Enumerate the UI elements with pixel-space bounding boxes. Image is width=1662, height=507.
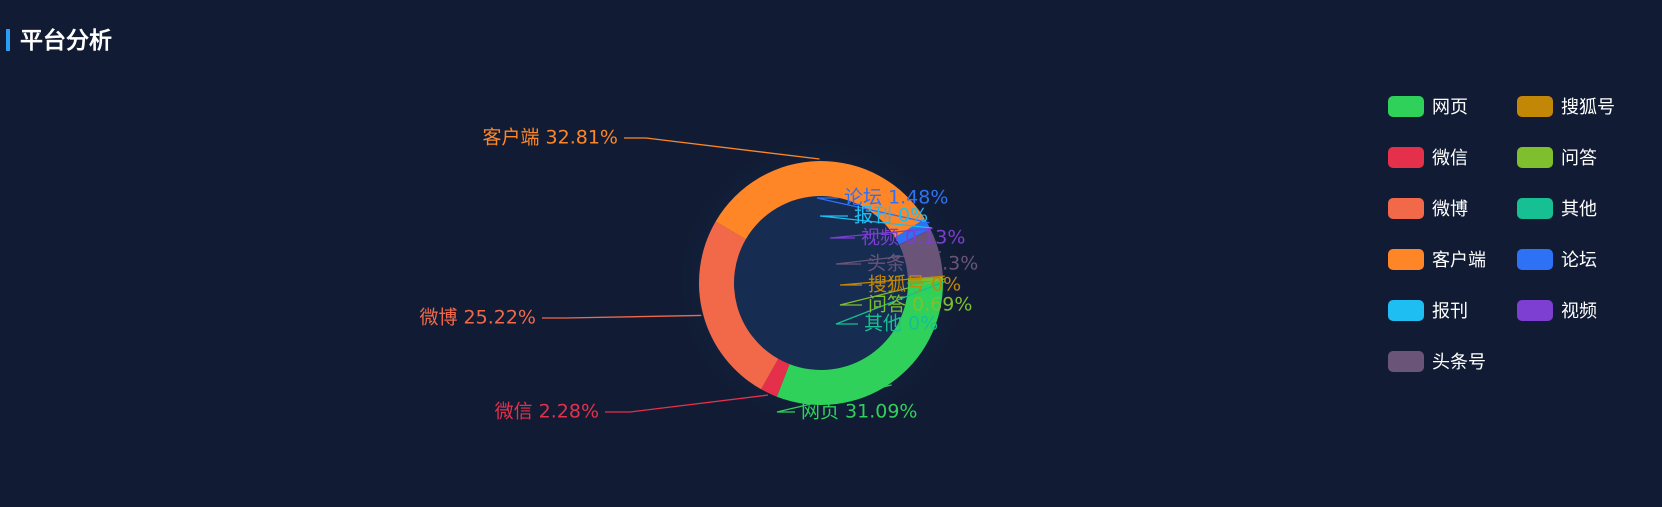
legend-swatch — [1517, 248, 1553, 270]
legend-label: 问答 — [1561, 148, 1597, 169]
legend-swatch — [1388, 248, 1424, 270]
legend-item[interactable]: 问答 — [1517, 144, 1646, 170]
legend-swatch — [1388, 95, 1424, 117]
chart-legend: 网页 搜狐号微信 问答微博 其他客户端 论坛报刊 视频头条号 — [1388, 93, 1646, 399]
legend-item[interactable]: 视频 — [1517, 297, 1646, 323]
legend-swatch — [1517, 299, 1553, 321]
legend-item[interactable]: 头条号 — [1388, 348, 1517, 374]
data-label-3: 微博 25.22% — [420, 307, 537, 329]
leader-line-10 — [839, 278, 946, 306]
legend-item[interactable]: 其他 — [1517, 195, 1646, 221]
leader-line-1 — [776, 384, 892, 413]
legend-item[interactable]: 搜狐号 — [1517, 93, 1646, 119]
donut-slice-5[interactable] — [895, 218, 931, 245]
legend-swatch — [1517, 197, 1553, 219]
leader-line-11 — [835, 280, 946, 325]
donut-slice-3[interactable] — [699, 221, 779, 390]
legend-label: 微信 — [1432, 148, 1468, 169]
donut-slice-1[interactable] — [776, 281, 943, 405]
leader-line-2 — [605, 394, 769, 413]
legend-label: 头条号 — [1432, 352, 1486, 373]
data-label-1: 网页 31.09% — [801, 401, 918, 423]
legend-label: 报刊 — [1432, 301, 1468, 322]
donut-slice-4[interactable] — [715, 160, 925, 240]
data-label-4: 客户端 32.81% — [483, 127, 619, 149]
data-label-9: 搜狐号 0% — [868, 274, 961, 296]
leader-line-8 — [835, 251, 942, 265]
legend-item[interactable]: 微博 — [1388, 195, 1517, 221]
data-label-7: 视频 0.13% — [861, 227, 965, 249]
leader-line-9 — [839, 275, 945, 286]
leader-line-4 — [624, 137, 820, 160]
title-accent-bar — [6, 29, 10, 51]
legend-label: 微博 — [1432, 199, 1468, 220]
leader-line-3 — [542, 314, 702, 319]
legend-swatch — [1388, 350, 1424, 372]
legend-swatch — [1517, 95, 1553, 117]
legend-swatch — [1388, 299, 1424, 321]
legend-swatch — [1388, 197, 1424, 219]
leader-line-7 — [829, 227, 933, 239]
legend-swatch — [1388, 146, 1424, 168]
legend-item[interactable]: 网页 — [1388, 93, 1517, 119]
data-label-5: 论坛 1.48% — [844, 187, 948, 209]
legend-item[interactable]: 客户端 — [1388, 246, 1517, 272]
donut-slice-2[interactable] — [761, 358, 790, 397]
legend-item[interactable]: 微信 — [1388, 144, 1517, 170]
legend-item[interactable]: 报刊 — [1388, 297, 1517, 323]
legend-item[interactable]: 论坛 — [1517, 246, 1646, 272]
legend-label: 论坛 — [1561, 250, 1597, 271]
leader-line-5 — [816, 197, 930, 224]
data-label-11: 其他 0% — [864, 313, 938, 335]
legend-label: 其他 — [1561, 199, 1597, 220]
legend-label: 搜狐号 — [1561, 97, 1615, 118]
data-label-10: 问答 0.69% — [868, 294, 972, 316]
leader-line-6 — [819, 215, 933, 229]
donut-slice-7[interactable] — [898, 228, 931, 246]
legend-label: 客户端 — [1432, 250, 1486, 271]
data-label-8: 头条号 6.3% — [867, 253, 978, 275]
legend-swatch — [1517, 146, 1553, 168]
legend-label: 网页 — [1432, 97, 1468, 118]
data-label-2: 微信 2.28% — [495, 401, 599, 423]
page-title: 平台分析 — [20, 28, 112, 54]
data-label-6: 报刊 0% — [854, 205, 928, 227]
legend-label: 视频 — [1561, 301, 1597, 322]
